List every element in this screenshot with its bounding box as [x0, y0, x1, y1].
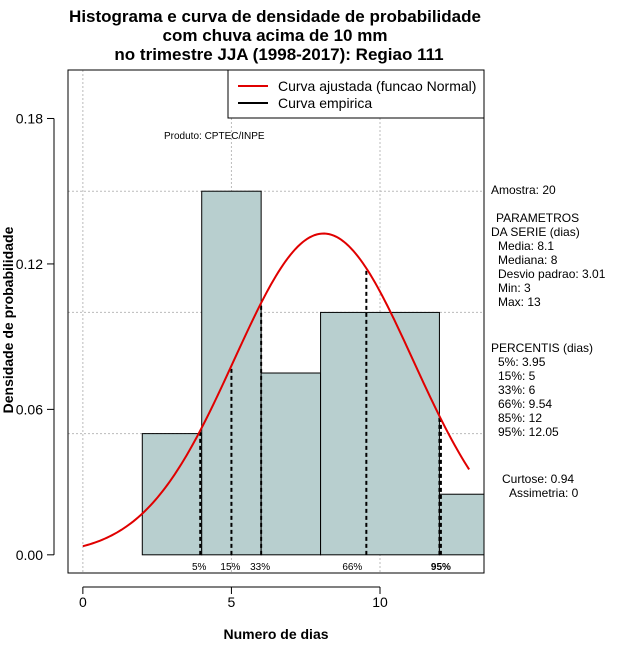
skewness: Assimetria: 0	[509, 486, 579, 500]
params-header-1: PARAMETROS	[496, 211, 579, 225]
histogram-bar-1	[201, 190, 262, 556]
percentile-label-1: 15%	[220, 562, 240, 573]
x-tick-label-1: 5	[228, 594, 236, 610]
percentile-label-5: 95%	[431, 562, 451, 573]
params-header-2: DA SERIE (dias)	[491, 225, 580, 239]
percentile-label-3: 66%	[342, 562, 362, 573]
chart-title-line-3: no trimestre JJA (1998-2017): Regiao 111	[114, 45, 443, 64]
side-panel: Amostra: 20 PARAMETROS DA SERIE (dias) M…	[491, 183, 606, 500]
percentile-5: 5%: 3.95	[498, 355, 546, 369]
y-tick-label-3: 0.18	[16, 110, 43, 126]
percentile-lines: 5% 15% 33% 66% 95%	[192, 268, 451, 573]
param-mean: Media: 8.1	[498, 239, 554, 253]
percentile-label-0: 5%	[192, 562, 207, 573]
y-tick-label-2: 0.12	[16, 256, 43, 272]
percentiles-header: PERCENTIS (dias)	[491, 341, 593, 355]
param-median: Mediana: 8	[498, 253, 558, 267]
kurtosis: Curtose: 0.94	[502, 472, 574, 486]
fitted-normal-curve	[82, 232, 470, 548]
legend-box	[227, 69, 485, 119]
sample-size: Amostra: 20	[491, 183, 556, 197]
x-tick-label-2: 10	[372, 594, 388, 610]
histogram-bar-4	[438, 493, 485, 556]
histogram-bar-2	[260, 372, 322, 556]
y-axis-label: Densidade de probabilidade	[0, 226, 16, 413]
percentile-95: 95%: 12.05	[498, 425, 559, 439]
percentile-33: 33%: 6	[498, 383, 536, 397]
percentile-85: 85%: 12	[498, 411, 542, 425]
product-annotation: Produto: CPTEC/INPE	[164, 131, 265, 142]
param-min: Min: 3	[498, 281, 531, 295]
legend: Curva ajustada (funcao Normal) Curva emp…	[227, 69, 485, 119]
chart-title-line-1: Histograma e curva de densidade de proba…	[69, 7, 481, 26]
fitted-curve-layer	[82, 232, 470, 548]
x-tick-label-0: 0	[79, 594, 87, 610]
chart-title-line-2: com chuva acima de 10 mm	[163, 26, 388, 45]
param-stddev: Desvio padrao: 3.01	[498, 267, 606, 281]
legend-label-fitted: Curva ajustada (funcao Normal)	[278, 78, 476, 94]
y-tick-label-0: 0.00	[16, 547, 43, 563]
param-max: Max: 13	[498, 295, 541, 309]
histogram-bar-3	[320, 311, 440, 556]
legend-label-empirical: Curva empirica	[278, 95, 372, 111]
percentile-66: 66%: 9.54	[498, 397, 552, 411]
y-tick-label-1: 0.06	[16, 401, 43, 417]
x-axis-label: Numero de dias	[223, 626, 328, 642]
histogram-bars	[141, 190, 485, 556]
axes: 0 5 10 0.00 0.06 0.12 0.18	[16, 110, 388, 610]
histogram-bar-0	[141, 433, 203, 556]
percentile-15: 15%: 5	[498, 369, 536, 383]
percentile-label-2: 33%	[250, 562, 270, 573]
